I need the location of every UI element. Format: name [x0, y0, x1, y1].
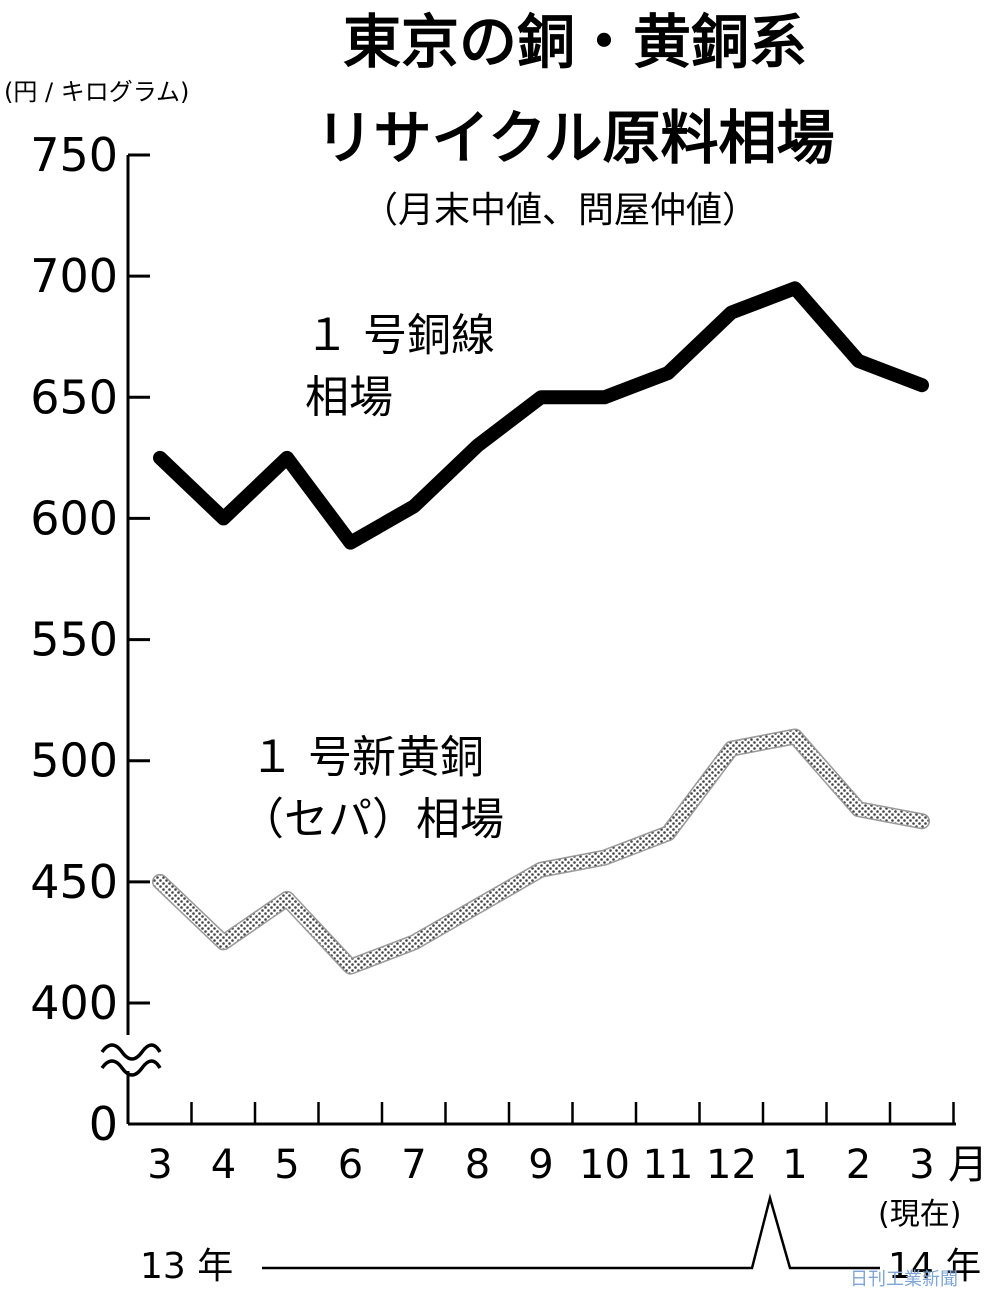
x-tick-label: 4 [211, 1142, 236, 1188]
series-2-label-line2: （セパ）相場 [240, 794, 504, 845]
y-tick-label: 600 [30, 491, 118, 545]
series-1-label-line1: １ 号銅線 [305, 310, 495, 361]
year-start-label: 13 年 [140, 1246, 233, 1287]
watermark-text: 日刊工業新聞 [850, 1269, 958, 1290]
year-divider-line [262, 1193, 880, 1270]
x-tick-label: 3 [147, 1142, 172, 1188]
y-tick-label: 500 [30, 734, 118, 788]
chart-title-line1: 東京の銅・黄銅系 [343, 8, 807, 76]
x-tick-label: 2 [846, 1142, 871, 1188]
current-marker-label: (現在) [878, 1197, 961, 1232]
x-axis-unit: 月 [948, 1142, 988, 1188]
series-1-line [153, 281, 929, 550]
y-tick-label: 450 [30, 855, 118, 909]
x-tick-label: 10 [579, 1142, 630, 1188]
y-axis-ticks: 750 700 650 600 550 500 450 400 0 [30, 128, 150, 1151]
x-tick-label: 12 [706, 1142, 757, 1188]
x-tick-label: 6 [338, 1142, 363, 1188]
y-tick-label: 550 [30, 613, 118, 667]
year-end-label: 14 年 [888, 1246, 981, 1287]
x-tick-label: 11 [643, 1142, 694, 1188]
chart-title-line2: リサイクル原料相場 [315, 104, 834, 172]
series-group [152, 281, 930, 975]
x-tick-label: 3 [909, 1142, 934, 1188]
y-tick-label: 700 [30, 249, 118, 303]
x-tick-label: 7 [401, 1142, 426, 1188]
series-2-label-line1: １ 号新黄銅 [250, 732, 484, 783]
y-tick-label: 400 [30, 976, 118, 1030]
y-axis-unit-label: (円 / キログラム) [4, 78, 189, 106]
y-tick-label: 650 [30, 370, 118, 424]
x-tick-label: 9 [528, 1142, 553, 1188]
x-tick-label: 1 [782, 1142, 807, 1188]
x-tick-label: 5 [274, 1142, 299, 1188]
series-2-line [153, 729, 929, 974]
chart-subtitle: （月末中値、問屋仲値） [362, 190, 758, 231]
y-tick-label: 0 [89, 1097, 118, 1151]
series-1-label-line2: 相場 [305, 372, 393, 423]
x-axis-ticks: 3 4 5 6 7 8 9 10 11 12 1 2 3 [147, 1102, 955, 1188]
y-tick-label: 750 [30, 128, 118, 182]
x-tick-label: 8 [465, 1142, 490, 1188]
axis-break-icon [100, 1035, 162, 1077]
